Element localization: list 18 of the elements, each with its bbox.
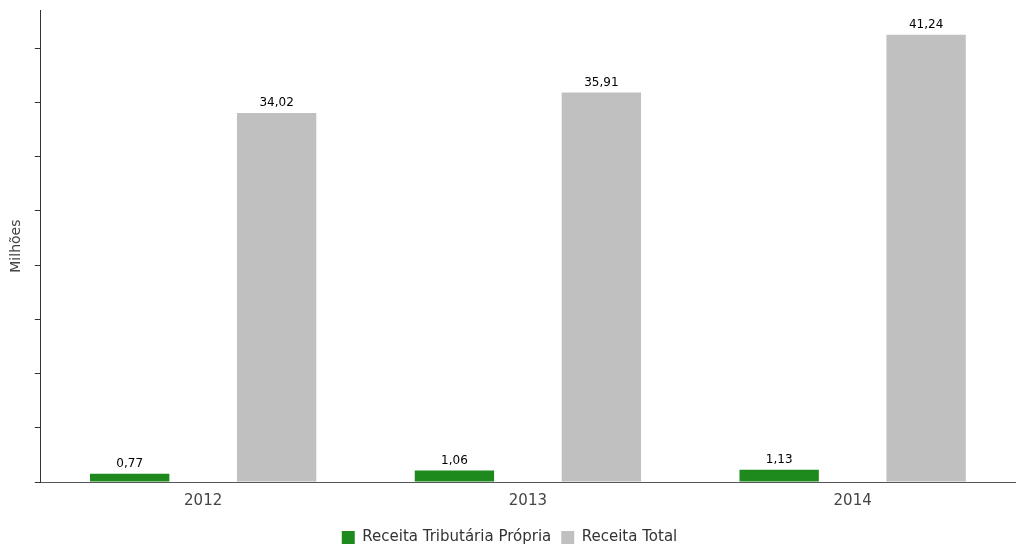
bar	[90, 473, 170, 482]
x-tick-label: 2014	[833, 490, 872, 509]
data-label: 1,06	[441, 452, 468, 467]
data-label: 41,24	[908, 16, 944, 31]
bar	[886, 34, 966, 482]
bar	[414, 470, 495, 482]
bar	[739, 469, 819, 482]
bar	[236, 113, 317, 482]
data-label: 1,13	[765, 451, 793, 466]
data-label: 35,91	[584, 74, 619, 89]
y-axis-title: Milhões	[7, 219, 24, 273]
bar	[561, 92, 642, 482]
x-tick-label: 2013	[508, 490, 547, 509]
x-tick-label: 2012	[184, 490, 223, 509]
data-label: 34,02	[259, 95, 294, 110]
legend-label: Receita Tributária Própria	[362, 527, 552, 546]
legend-label: Receita Total	[581, 527, 678, 546]
data-label: 0,77	[116, 455, 144, 470]
